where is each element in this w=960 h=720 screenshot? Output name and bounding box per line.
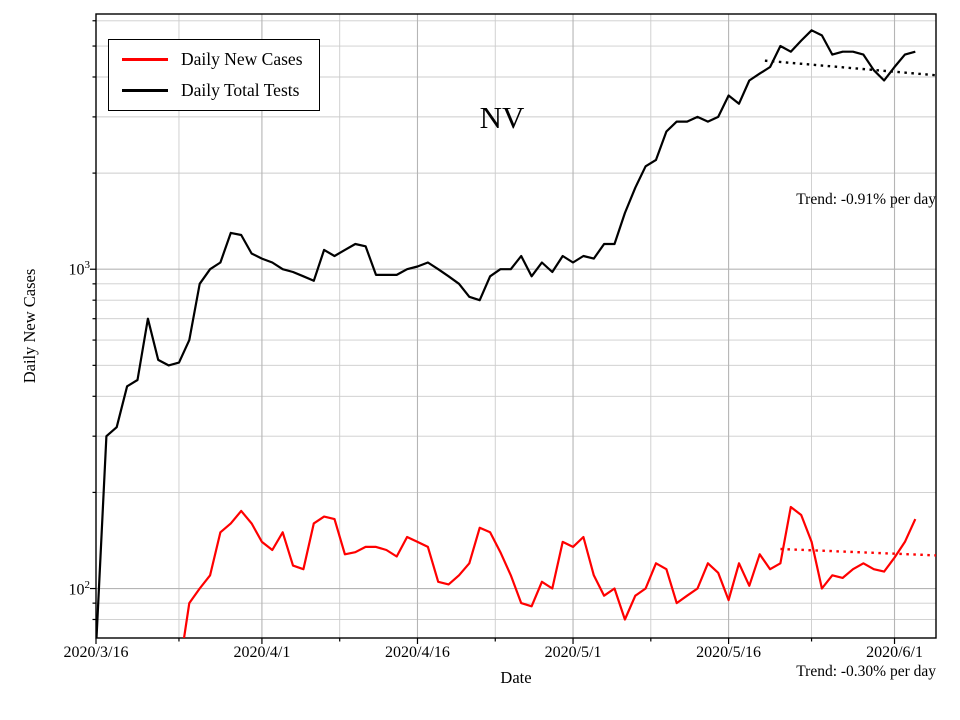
y-tick-label-1000: 103	[54, 258, 91, 281]
series-line-daily-total-tests	[96, 29, 916, 638]
legend-item-daily-new-cases: Daily New Cases	[122, 49, 303, 69]
legend-label-daily-total-tests: Daily Total Tests	[181, 79, 300, 100]
legend-label-daily-new-cases: Daily New Cases	[181, 49, 303, 69]
y-tick-exp: 2	[84, 578, 91, 591]
x-tick-label: 2020/5/1	[544, 644, 602, 661]
trend-annotation-tests: Trend: -0.91% per day	[796, 191, 936, 208]
legend: Daily New Cases Daily Total Tests	[108, 39, 320, 111]
y-tick-exp: 3	[84, 259, 91, 272]
plot-title: NV	[479, 100, 525, 135]
x-tick-label: 2020/5/16	[696, 644, 762, 661]
x-tick-label: 2020/4/16	[385, 644, 450, 661]
series-line-daily-new-cases	[182, 505, 917, 638]
x-tick-label: 2020/6/1	[866, 644, 923, 661]
y-axis-label: Daily New Cases	[20, 268, 39, 384]
x-axis-label: Date	[500, 668, 532, 687]
y-tick-label-100: 102	[54, 578, 91, 601]
trend-line-1	[780, 547, 936, 557]
trend-line-0	[764, 59, 936, 77]
y-tick-base: 10	[68, 580, 85, 598]
black-line-swatch	[122, 88, 168, 92]
red-line-swatch	[122, 58, 168, 62]
trend-annotation-cases: Trend: -0.30% per day	[796, 663, 936, 680]
legend-item-daily-total-tests: Daily Total Tests	[122, 79, 303, 100]
x-tick-label: 2020/3/16	[63, 644, 129, 661]
plot-border	[95, 13, 937, 639]
y-tick-base: 10	[68, 261, 85, 279]
x-tick-label: 2020/4/1	[233, 644, 291, 661]
